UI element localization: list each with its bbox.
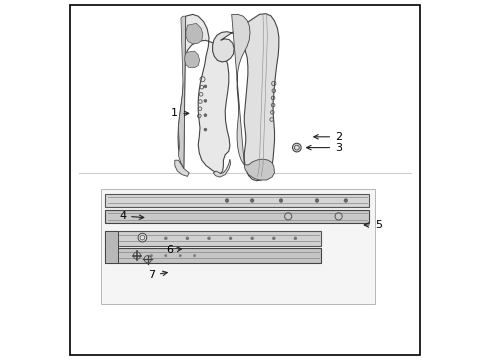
Polygon shape bbox=[105, 231, 320, 246]
Polygon shape bbox=[105, 248, 320, 263]
Text: 6: 6 bbox=[166, 245, 182, 255]
Circle shape bbox=[279, 199, 283, 202]
Polygon shape bbox=[186, 23, 203, 44]
Circle shape bbox=[293, 143, 301, 152]
Circle shape bbox=[204, 128, 207, 131]
Circle shape bbox=[204, 114, 207, 117]
Circle shape bbox=[150, 255, 152, 257]
Circle shape bbox=[194, 255, 196, 257]
Circle shape bbox=[164, 237, 167, 240]
Polygon shape bbox=[213, 14, 279, 181]
Circle shape bbox=[138, 233, 147, 242]
Circle shape bbox=[144, 256, 151, 263]
Polygon shape bbox=[105, 194, 369, 207]
Circle shape bbox=[225, 199, 229, 202]
Text: 2: 2 bbox=[314, 132, 342, 142]
Polygon shape bbox=[178, 16, 186, 168]
Circle shape bbox=[272, 237, 275, 240]
Polygon shape bbox=[105, 210, 369, 223]
Circle shape bbox=[143, 237, 146, 240]
Circle shape bbox=[250, 199, 254, 202]
Circle shape bbox=[229, 237, 232, 240]
Text: 5: 5 bbox=[364, 220, 382, 230]
Polygon shape bbox=[232, 14, 250, 165]
Circle shape bbox=[179, 255, 181, 257]
Polygon shape bbox=[178, 14, 230, 174]
Polygon shape bbox=[105, 231, 118, 263]
Circle shape bbox=[204, 85, 207, 88]
Polygon shape bbox=[101, 189, 374, 304]
Circle shape bbox=[344, 199, 347, 202]
Polygon shape bbox=[245, 159, 274, 180]
Circle shape bbox=[251, 237, 254, 240]
Text: 4: 4 bbox=[119, 211, 144, 221]
Polygon shape bbox=[213, 159, 231, 177]
Circle shape bbox=[315, 199, 319, 202]
Circle shape bbox=[204, 99, 207, 102]
Circle shape bbox=[208, 237, 210, 240]
Text: 7: 7 bbox=[148, 270, 167, 280]
Circle shape bbox=[165, 255, 167, 257]
Circle shape bbox=[294, 237, 297, 240]
Text: 1: 1 bbox=[172, 108, 189, 118]
Circle shape bbox=[136, 255, 138, 257]
Circle shape bbox=[133, 252, 141, 259]
Text: 3: 3 bbox=[307, 143, 342, 153]
Polygon shape bbox=[185, 51, 199, 68]
Circle shape bbox=[186, 237, 189, 240]
Polygon shape bbox=[175, 160, 189, 176]
